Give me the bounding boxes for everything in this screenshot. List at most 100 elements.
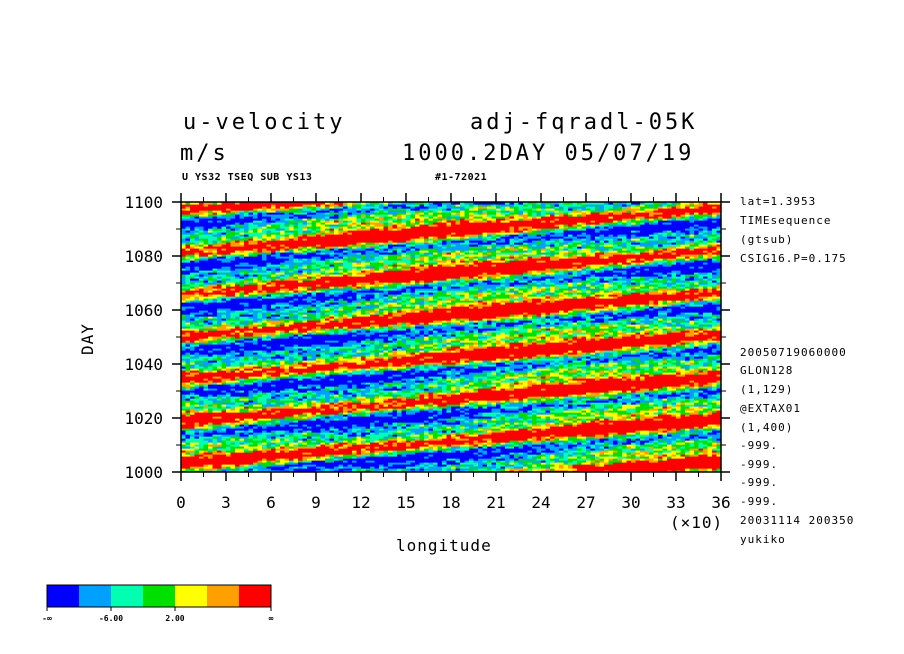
heatmap-cell [280,452,286,455]
heatmap-cell [275,444,281,447]
heatmap-cell [397,454,403,457]
heatmap-cell [527,450,533,453]
heatmap-cell [271,466,277,469]
heatmap-cell [244,468,250,471]
heatmap-cell [505,436,511,439]
heatmap-cell [361,468,367,471]
heatmap-cell [307,466,313,469]
heatmap-cell [653,440,659,443]
heatmap-cell [334,446,340,449]
heatmap-cell [455,436,461,439]
heatmap-cell [694,436,700,439]
heatmap-cell [644,450,650,453]
heatmap-cell [370,466,376,469]
heatmap-cell [478,462,484,465]
heatmap-cell [352,462,358,465]
heatmap-cell [581,444,587,447]
heatmap-cell [365,454,371,457]
heatmap-cell [586,464,592,467]
heatmap-cell [523,462,529,465]
heatmap-cell [622,468,628,471]
heatmap-cell [284,446,290,449]
heatmap-cell [671,440,677,443]
heatmap-cell [649,436,655,439]
heatmap-cell [361,462,367,465]
heatmap-cell [455,454,461,457]
heatmap-cell [482,466,488,469]
heatmap-cell [266,458,272,461]
heatmap-cell [401,444,407,447]
heatmap-cell [311,460,317,463]
heatmap-cell [478,442,484,445]
heatmap-cell [689,444,695,447]
heatmap-cell [586,448,592,451]
heatmap-cell [343,460,349,463]
heatmap-cell [194,454,200,457]
heatmap-cell [437,458,443,461]
heatmap-cell [343,466,349,469]
heatmap-cell [289,458,295,461]
heatmap-cell [626,462,632,465]
heatmap-cell [325,444,331,447]
heatmap-cell [712,466,718,469]
heatmap-cell [406,464,412,467]
heatmap-cell [496,438,502,441]
heatmap-cell [577,444,583,447]
heatmap-cell [671,442,677,445]
heatmap-cell [491,466,497,469]
heatmap-cell [464,448,470,451]
heatmap-cell [505,458,511,461]
chart-title: u-velocity [183,110,346,135]
heatmap-cell [401,450,407,453]
heatmap-cell [671,460,677,463]
heatmap-cell [667,442,673,445]
heatmap-cell [230,440,236,443]
heatmap-cell [572,442,578,445]
heatmap-cell [514,462,520,465]
heatmap-cell [505,466,511,469]
heatmap-cell [563,466,569,469]
heatmap-cell [631,452,637,455]
heatmap-cell [689,460,695,463]
heatmap-cell [676,468,682,471]
heatmap-cell [217,450,223,453]
heatmap-cell [437,466,443,469]
heatmap-cell [572,452,578,455]
heatmap-cell [433,458,439,461]
heatmap-cell [298,460,304,463]
heatmap-cell [199,436,205,439]
heatmap-cell [464,468,470,471]
heatmap-cell [446,470,452,472]
heatmap-cell [374,442,380,445]
heatmap-cell [707,466,713,469]
heatmap-cell [523,446,529,449]
heatmap-cell [541,460,547,463]
heatmap-cell [491,438,497,441]
heatmap-cell [469,450,475,453]
heatmap-cell [599,440,605,443]
heatmap-cell [487,458,493,461]
heatmap-cell [275,454,281,457]
heatmap-cell [217,458,223,461]
heatmap-cell [455,456,461,459]
heatmap-cell [518,454,524,457]
heatmap-cell [505,450,511,453]
heatmap-cell [185,450,191,453]
heatmap-cell [554,444,560,447]
heatmap-cell [716,450,721,453]
heatmap-cell [388,436,394,439]
heatmap-cell [509,468,515,471]
heatmap-cell [667,454,673,457]
heatmap-cell [208,462,214,465]
heatmap-cell [455,468,461,471]
heatmap-cell [280,436,286,439]
heatmap-cell [532,464,538,467]
heatmap-cell [451,464,457,467]
heatmap-cell [514,464,520,467]
heatmap-cell [298,448,304,451]
heatmap-cell [424,460,430,463]
heatmap-cell [356,462,362,465]
heatmap-cell [545,456,551,459]
heatmap-cell [694,444,700,447]
side-info-line: -999. [740,439,779,452]
